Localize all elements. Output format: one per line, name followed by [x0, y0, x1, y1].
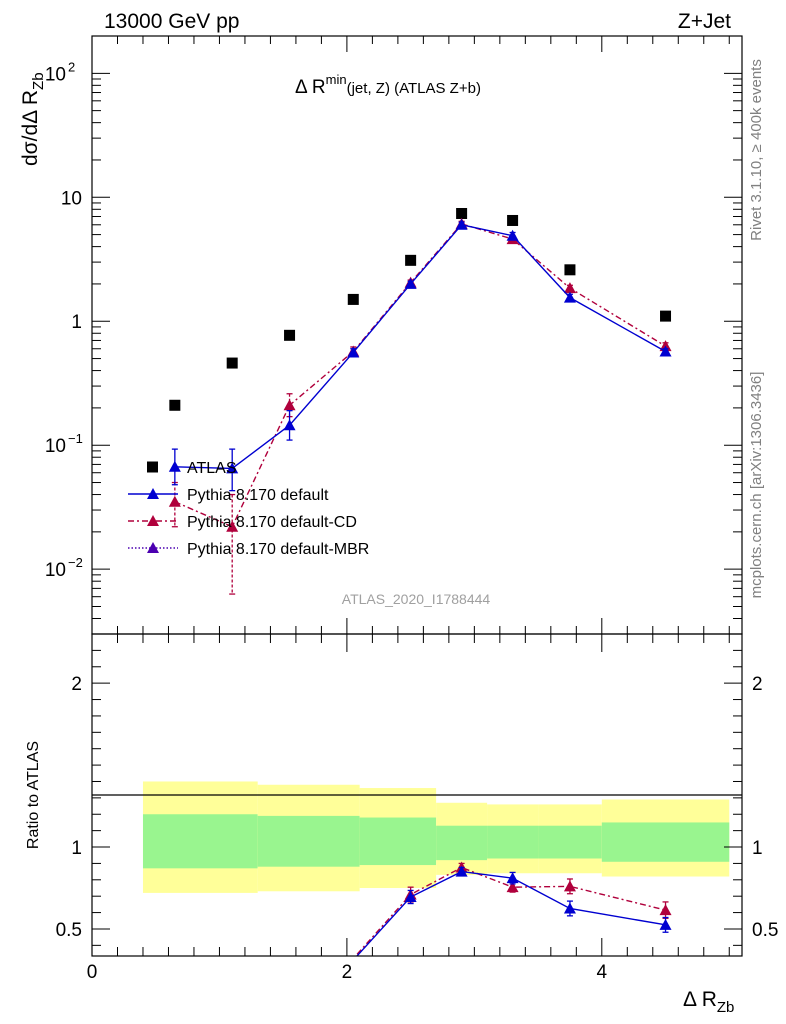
default-marker	[168, 460, 181, 472]
main-ylabel: dσ/dΔ RZb	[19, 72, 47, 166]
default-cd-marker	[283, 399, 296, 411]
default-cd-marker	[168, 495, 181, 507]
ratio-xlabel-text: Δ R	[683, 988, 717, 1011]
atlas-data-point	[284, 329, 296, 341]
legend-marker	[147, 488, 159, 499]
default-marker	[347, 346, 360, 358]
y-tick-label: 10	[45, 560, 66, 581]
legend-label: Pythia 8.170 default-MBR	[187, 541, 369, 558]
y-tick-label: 10	[45, 64, 66, 85]
legend-atlas-marker	[147, 461, 158, 473]
default-cd-ratio-marker	[659, 904, 672, 916]
main-title-sup: min	[326, 72, 347, 87]
legend-label: ATLAS	[187, 460, 237, 477]
y-tick-label-exponent: −2	[68, 555, 83, 570]
atlas-data-point	[456, 207, 468, 219]
rivet-label: Rivet 3.1.10, ≥ 400k events	[748, 59, 765, 241]
atlas-data-point	[507, 214, 519, 226]
energy-label: 13000 GeV pp	[104, 10, 239, 33]
ratio-xlabel-sub: Zb	[717, 999, 735, 1016]
y-tick-label: 1	[71, 312, 82, 333]
default-ratio-marker	[455, 865, 468, 877]
uncertainty-band-inner	[142, 814, 258, 869]
uncertainty-band-inner	[436, 825, 488, 861]
uncertainty-band-inner	[359, 817, 437, 866]
default-marker	[283, 419, 296, 431]
uncertainty-band-inner	[538, 825, 602, 859]
ratio-frame	[91, 633, 743, 957]
default-marker	[404, 277, 417, 289]
main-ylabel-sub: Zb	[30, 72, 47, 90]
process-label: Z+Jet	[678, 10, 731, 33]
default-cd-marker	[226, 520, 239, 532]
ratio-x-tick-label: 0	[87, 962, 98, 983]
y-tick-label: 10	[45, 436, 66, 457]
default-marker	[506, 229, 519, 241]
y-tick-label-exponent: −1	[68, 431, 83, 446]
default-cd-marker	[563, 282, 576, 294]
legend-marker	[147, 515, 159, 526]
legend-label: Pythia 8.170 default-CD	[187, 514, 357, 531]
main-title: Δ Rmin(jet, Z) (ATLAS Z+b)	[295, 72, 481, 98]
y-tick-label-exponent: 2	[68, 59, 75, 74]
ratio-x-tick-label: 4	[597, 962, 608, 983]
atlas-data-point	[347, 293, 359, 305]
main-title-sub: (jet, Z) (ATLAS Z+b)	[347, 80, 481, 97]
default-line	[174, 224, 666, 470]
legend-label: Pythia 8.170 default	[187, 487, 329, 504]
ratio-y-tick-label: 0.5	[56, 920, 82, 941]
default-cd-ratio-marker	[506, 881, 519, 893]
legend: ATLAS Pythia 8.170 default Pythia 8.170 de…	[128, 460, 369, 558]
main-ylabel-text: dσ/dΔ R	[19, 90, 42, 166]
atlas-data-point	[564, 264, 576, 276]
atlas-data-point	[169, 399, 181, 411]
legend-marker	[147, 542, 159, 553]
default-ratio-marker	[506, 872, 519, 884]
default-ratio-marker	[404, 891, 417, 903]
ratio-y-tick-label: 1	[71, 838, 82, 859]
ratio-y-tick-label: 2	[71, 674, 82, 695]
default-cd-ratio-marker	[563, 880, 576, 892]
ratio-y-tick-label-right: 0.5	[752, 920, 778, 941]
ratio-xlabel: Δ RZb	[683, 988, 734, 1016]
ratio-series-layer	[354, 861, 672, 956]
default-marker	[455, 218, 468, 230]
analysis-id: ATLAS_2020_I1788444	[342, 591, 491, 607]
ratio-x-tick-label: 2	[342, 962, 353, 983]
default-marker	[226, 462, 239, 474]
ratio-ylabel: Ratio to ATLAS	[25, 741, 42, 849]
uncertainty-band-inner	[601, 822, 730, 862]
ratio-panel: 0.5 0.5 1 1 2 2 0 2 4 Ratio to ATLAS Δ RZb	[25, 633, 778, 1016]
default-ratio-marker	[659, 918, 672, 930]
default-ratio-marker	[563, 902, 576, 914]
ratio-y-tick-label-right: 1	[752, 838, 763, 859]
main-title-text: Δ R	[295, 77, 326, 98]
ratio-y-tick-label-right: 2	[752, 674, 763, 695]
default-marker	[563, 291, 576, 303]
ratio-axis-ticks: 0.5 0.5 1 1 2 2 0 2 4	[56, 634, 778, 983]
atlas-data-point	[226, 357, 238, 369]
ratio-series-clipped	[354, 861, 672, 956]
y-tick-label: 10	[61, 188, 82, 209]
ratio-bands-layer	[142, 781, 730, 893]
mcplots-label: mcplots.cern.ch [arXiv:1306.3436]	[748, 372, 765, 599]
uncertainty-band-inner	[257, 815, 360, 867]
default-cd-line	[174, 223, 666, 528]
uncertainty-band-inner	[487, 825, 539, 859]
main-series-layer	[168, 207, 672, 595]
atlas-data-point	[405, 254, 417, 266]
default-marker	[659, 345, 672, 357]
atlas-data-point	[660, 310, 672, 322]
